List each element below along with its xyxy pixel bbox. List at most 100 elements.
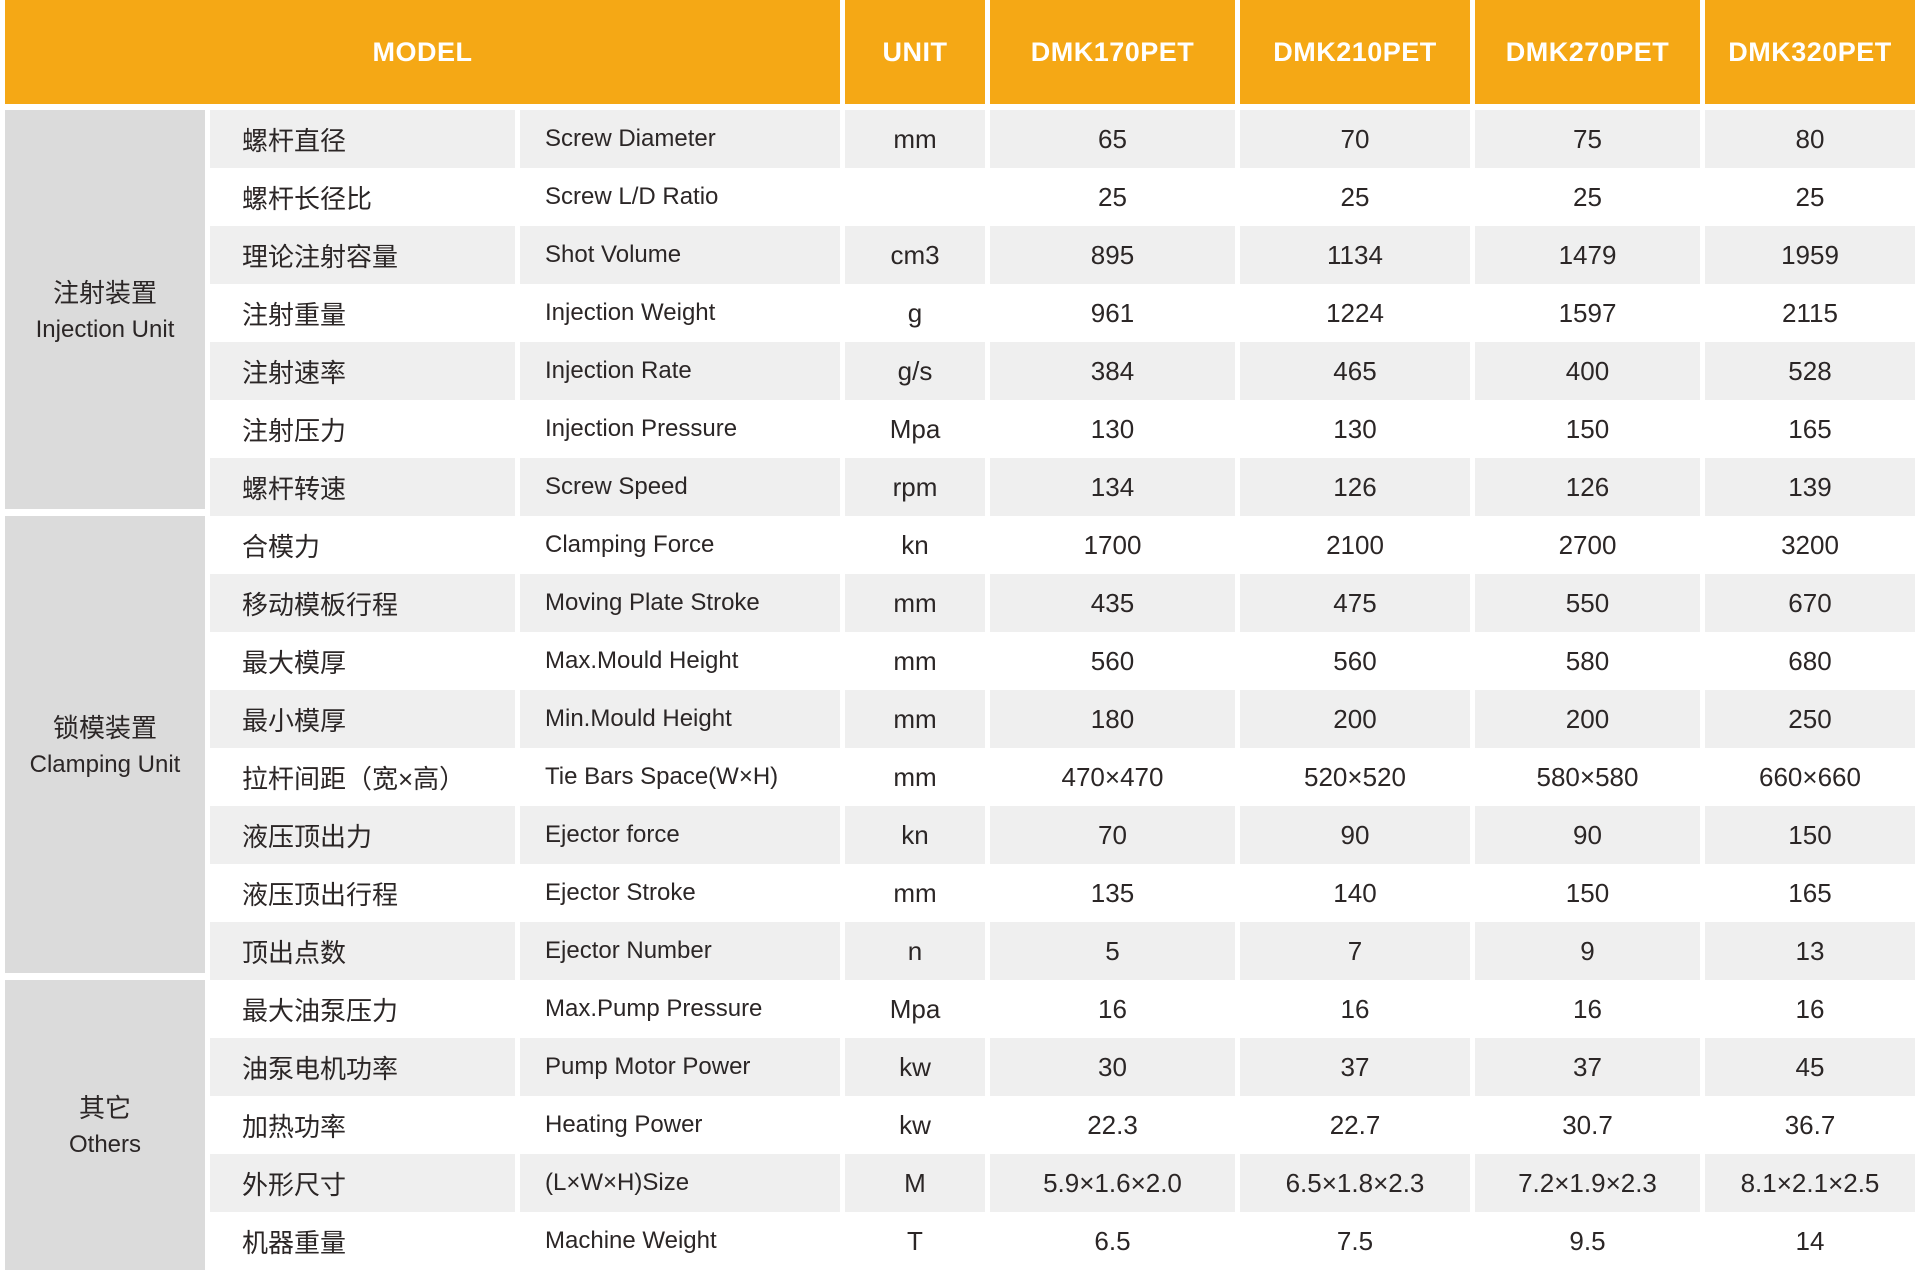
row-unit: kw	[845, 1096, 985, 1154]
value-dmk210pet: 465	[1240, 342, 1470, 400]
row-name-cn: 螺杆转速	[210, 458, 515, 516]
value-dmk270pet: 30.7	[1475, 1096, 1700, 1154]
row-name-cn: 注射压力	[210, 400, 515, 458]
value-dmk270pet: 550	[1475, 574, 1700, 632]
column-header-dmk170pet: DMK170PET	[990, 0, 1235, 110]
value-dmk270pet: 1479	[1475, 226, 1700, 284]
row-name-en: Ejector force	[520, 806, 840, 864]
row-unit: mm	[845, 632, 985, 690]
value-dmk270pet: 200	[1475, 690, 1700, 748]
table-row: 注射重量 Injection Weight g 961 1224 1597 21…	[5, 284, 1915, 342]
value-dmk170pet: 435	[990, 574, 1235, 632]
value-dmk170pet: 70	[990, 806, 1235, 864]
value-dmk170pet: 560	[990, 632, 1235, 690]
value-dmk210pet: 475	[1240, 574, 1470, 632]
value-dmk320pet: 3200	[1705, 516, 1915, 574]
row-name-en: Screw Speed	[520, 458, 840, 516]
value-dmk270pet: 75	[1475, 110, 1700, 168]
section-group-injection-unit: 注射装置 Injection Unit	[5, 110, 205, 516]
row-name-en: Injection Weight	[520, 284, 840, 342]
row-name-cn: 螺杆长径比	[210, 168, 515, 226]
table-row: 注射装置 Injection Unit 螺杆直径 Screw Diameter …	[5, 110, 1915, 516]
row-name-cn: 移动模板行程	[210, 574, 515, 632]
table-row: 螺杆转速 Screw Speed rpm 134 126 126 139	[5, 458, 1915, 516]
row-name-cn: 最小模厚	[210, 690, 515, 748]
section-group-name-cn: 锁模装置	[52, 712, 157, 743]
value-dmk170pet: 180	[990, 690, 1235, 748]
table-row: 液压顶出力 Ejector force kn 70 90 90 150	[5, 806, 1915, 864]
row-unit	[845, 168, 985, 226]
table-row: 最小模厚 Min.Mould Height mm 180 200 200 250	[5, 690, 1915, 748]
value-dmk170pet: 384	[990, 342, 1235, 400]
value-dmk320pet: 25	[1705, 168, 1915, 226]
section-group-name-en: Injection Unit	[35, 315, 175, 343]
row-unit: M	[845, 1154, 985, 1212]
value-dmk170pet: 135	[990, 864, 1235, 922]
value-dmk210pet: 1224	[1240, 284, 1470, 342]
value-dmk210pet: 22.7	[1240, 1096, 1470, 1154]
row-unit: g/s	[845, 342, 985, 400]
row-name-en: Heating Power	[520, 1096, 840, 1154]
row-name-cn: 顶出点数	[210, 922, 515, 980]
table-row: 拉杆间距（宽×高） Tie Bars Space(W×H) mm 470×470…	[5, 748, 1915, 806]
table-row: 螺杆长径比 Screw L/D Ratio 25 25 25 25	[5, 168, 1915, 226]
row-unit: rpm	[845, 458, 985, 516]
table-row: 锁模装置 Clamping Unit 合模力 Clamping Force kn…	[5, 516, 1915, 980]
row-unit: cm3	[845, 226, 985, 284]
row-name-en: Ejector Number	[520, 922, 840, 980]
value-dmk170pet: 470×470	[990, 748, 1235, 806]
value-dmk320pet: 80	[1705, 110, 1915, 168]
row-unit: Mpa	[845, 980, 985, 1038]
value-dmk170pet: 16	[990, 980, 1235, 1038]
column-header-dmk210pet: DMK210PET	[1240, 0, 1470, 110]
table-row: 加热功率 Heating Power kw 22.3 22.7 30.7 36.…	[5, 1096, 1915, 1154]
value-dmk270pet: 9.5	[1475, 1212, 1700, 1270]
section-group-name-cn: 注射装置	[52, 277, 157, 308]
value-dmk320pet: 680	[1705, 632, 1915, 690]
value-dmk270pet: 400	[1475, 342, 1700, 400]
row-name-en: Screw L/D Ratio	[520, 168, 840, 226]
header-row: MODEL UNIT DMK170PET DMK210PET DMK270PET…	[5, 0, 1915, 110]
value-dmk170pet: 22.3	[990, 1096, 1235, 1154]
value-dmk320pet: 14	[1705, 1212, 1915, 1270]
row-unit: kn	[845, 516, 985, 574]
value-dmk170pet: 65	[990, 110, 1235, 168]
value-dmk210pet: 6.5×1.8×2.3	[1240, 1154, 1470, 1212]
row-name-en: Machine Weight	[520, 1212, 840, 1270]
value-dmk320pet: 2115	[1705, 284, 1915, 342]
table-row: 注射速率 Injection Rate g/s 384 465 400 528	[5, 342, 1915, 400]
row-name-cn: 注射重量	[210, 284, 515, 342]
value-dmk170pet: 25	[990, 168, 1235, 226]
value-dmk210pet: 16	[1240, 980, 1470, 1038]
table-row: 最大模厚 Max.Mould Height mm 560 560 580 680	[5, 632, 1915, 690]
value-dmk320pet: 16	[1705, 980, 1915, 1038]
row-name-cn: 油泵电机功率	[210, 1038, 515, 1096]
row-name-en: Max.Pump Pressure	[520, 980, 840, 1038]
value-dmk270pet: 126	[1475, 458, 1700, 516]
row-name-cn: 液压顶出力	[210, 806, 515, 864]
value-dmk210pet: 1134	[1240, 226, 1470, 284]
value-dmk210pet: 90	[1240, 806, 1470, 864]
row-name-en: Ejector Stroke	[520, 864, 840, 922]
value-dmk270pet: 16	[1475, 980, 1700, 1038]
value-dmk210pet: 200	[1240, 690, 1470, 748]
value-dmk270pet: 37	[1475, 1038, 1700, 1096]
row-unit: mm	[845, 574, 985, 632]
row-unit: n	[845, 922, 985, 980]
value-dmk210pet: 130	[1240, 400, 1470, 458]
value-dmk170pet: 130	[990, 400, 1235, 458]
column-header-dmk320pet: DMK320PET	[1705, 0, 1915, 110]
value-dmk210pet: 7.5	[1240, 1212, 1470, 1270]
row-name-en: Min.Mould Height	[520, 690, 840, 748]
table-row: 油泵电机功率 Pump Motor Power kw 30 37 37 45	[5, 1038, 1915, 1096]
section-group-name-en: Clamping Unit	[29, 750, 181, 778]
row-name-en: Clamping Force	[520, 516, 840, 574]
value-dmk170pet: 134	[990, 458, 1235, 516]
value-dmk270pet: 150	[1475, 400, 1700, 458]
row-name-cn: 液压顶出行程	[210, 864, 515, 922]
value-dmk320pet: 8.1×2.1×2.5	[1705, 1154, 1915, 1212]
value-dmk270pet: 25	[1475, 168, 1700, 226]
value-dmk210pet: 126	[1240, 458, 1470, 516]
row-name-en: Tie Bars Space(W×H)	[520, 748, 840, 806]
row-unit: kw	[845, 1038, 985, 1096]
